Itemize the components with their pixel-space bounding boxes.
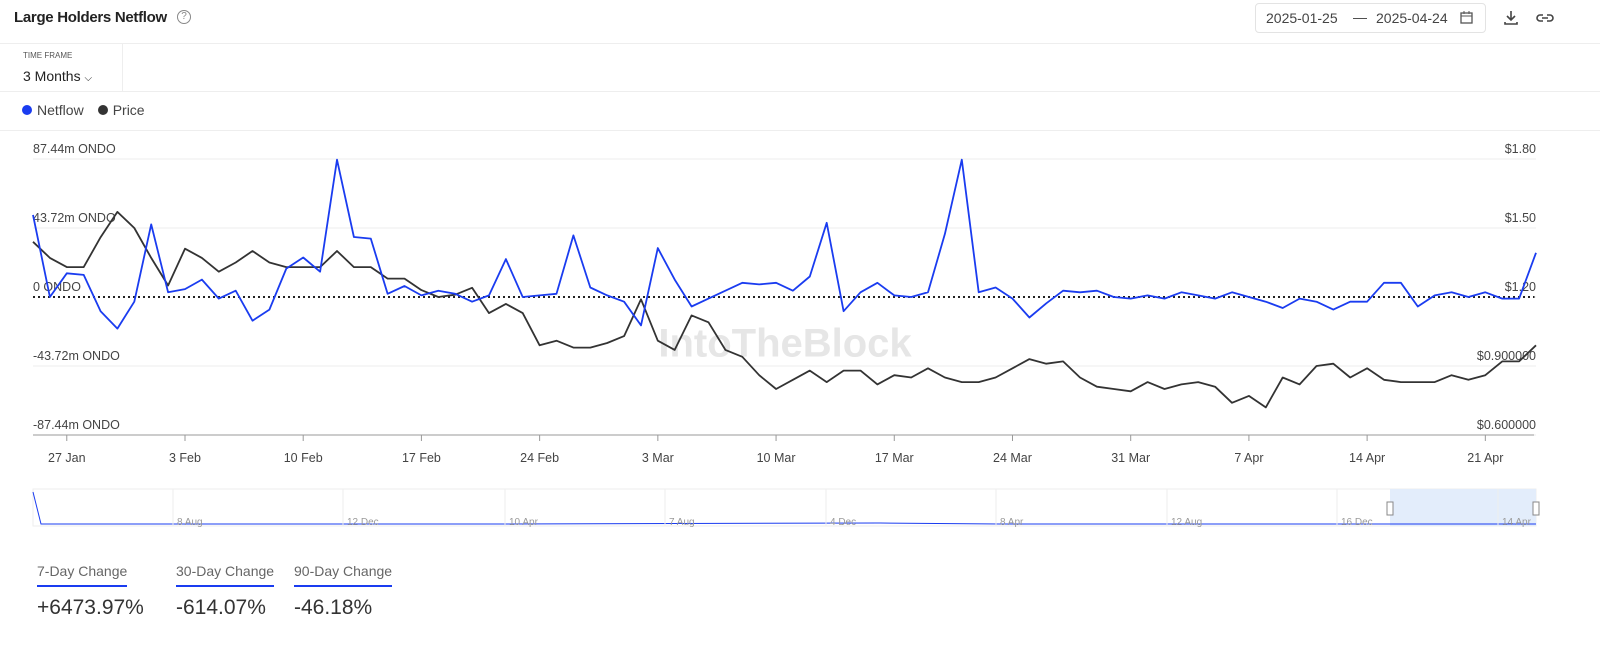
navigator-line (32, 491, 1536, 525)
stat: 30-Day Change -614.07% (176, 563, 275, 620)
x-tick-label: 14 Apr (1349, 451, 1385, 465)
legend-item: Netflow (22, 102, 84, 118)
series-line (32, 158, 1537, 330)
divider (0, 130, 1600, 131)
legend-label: Netflow (37, 102, 84, 118)
navigator-selection[interactable] (1390, 489, 1536, 526)
x-tick-label: 27 Jan (48, 451, 86, 465)
navigator-label: 16 Dec (1341, 517, 1373, 528)
stat: 7-Day Change +6473.97% (37, 563, 144, 620)
navigator-label: 14 Apr (1502, 517, 1532, 528)
x-tick-label: 3 Mar (642, 451, 674, 465)
stat-label: 30-Day Change (176, 563, 275, 587)
timeframe-value: 3 Months ⌵ (23, 68, 92, 84)
stat: 90-Day Change -46.18% (294, 563, 393, 620)
x-tick-label: 31 Mar (1111, 451, 1150, 465)
x-tick-label: 10 Mar (757, 451, 796, 465)
download-icon[interactable] (1503, 10, 1519, 26)
title: Large Holders Netflow (14, 9, 167, 26)
divider (0, 43, 1600, 44)
navigator-label: 12 Aug (1171, 517, 1202, 528)
y2-tick-label: $1.20 (1505, 280, 1536, 294)
timeframe-label: TIME FRAME (23, 51, 73, 60)
legend-label: Price (112, 102, 145, 118)
navigator-label: 7 Aug (669, 517, 695, 528)
x-tick-label: 17 Feb (402, 451, 441, 465)
timeframe-panel[interactable]: TIME FRAME 3 Months ⌵ (3, 43, 123, 91)
stat-value: -46.18% (294, 596, 373, 619)
y-tick-label: 87.44m ONDO (33, 142, 116, 156)
x-tick-label: 7 Apr (1234, 451, 1263, 465)
x-tick-label: 10 Feb (284, 451, 323, 465)
y-tick-label: -43.72m ONDO (33, 349, 120, 363)
stat-label: 7-Day Change (37, 563, 128, 587)
y2-tick-label: $1.80 (1505, 142, 1536, 156)
navigator-label: 12 Dec (347, 517, 379, 528)
x-tick-label: 3 Feb (169, 451, 201, 465)
chevron: ⌵ (84, 73, 93, 84)
x-tick-label: 24 Mar (993, 451, 1032, 465)
legend-swatch (22, 105, 32, 115)
navigator-handle[interactable] (1386, 501, 1394, 516)
y2-tick-label: $0.600000 (1477, 418, 1536, 432)
navigator-handle[interactable] (1532, 501, 1540, 516)
navigator-label: 10 Apr (509, 517, 539, 528)
help-icon[interactable]: ? (177, 10, 191, 24)
series-line (32, 211, 1537, 409)
y2-tick-label: $1.50 (1505, 211, 1536, 225)
stat-label: 90-Day Change (294, 563, 393, 587)
navigator-label: 8 Apr (1000, 517, 1024, 528)
watermark: IntoTheBlock (658, 322, 912, 366)
navigator-label: 8 Aug (177, 517, 203, 528)
calendar-icon (1460, 11, 1473, 24)
timeframe-text: 3 Months (23, 68, 81, 84)
x-tick-label: 21 Apr (1467, 451, 1503, 465)
y-tick-label: -87.44m ONDO (33, 418, 120, 432)
link-icon[interactable] (1536, 10, 1554, 26)
legend-swatch (97, 105, 108, 115)
x-tick-label: 17 Mar (875, 451, 914, 465)
divider (0, 91, 1600, 92)
date-separator: — (1353, 9, 1367, 25)
date-range[interactable]: 2025-01-25 — 2025-04-24 (1255, 3, 1486, 33)
date-start: 2025-01-25 (1266, 10, 1338, 26)
navigator-label: 4 Dec (830, 517, 856, 528)
date-end: 2025-04-24 (1376, 10, 1448, 26)
legend: Netflow Price (22, 102, 145, 118)
x-tick-label: 24 Feb (520, 451, 559, 465)
stat-value: -614.07% (176, 596, 266, 619)
y-tick-label: 43.72m ONDO (33, 211, 116, 225)
navigator-frame (32, 488, 1537, 527)
legend-item: Price (97, 102, 145, 118)
stat-value: +6473.97% (37, 596, 144, 619)
